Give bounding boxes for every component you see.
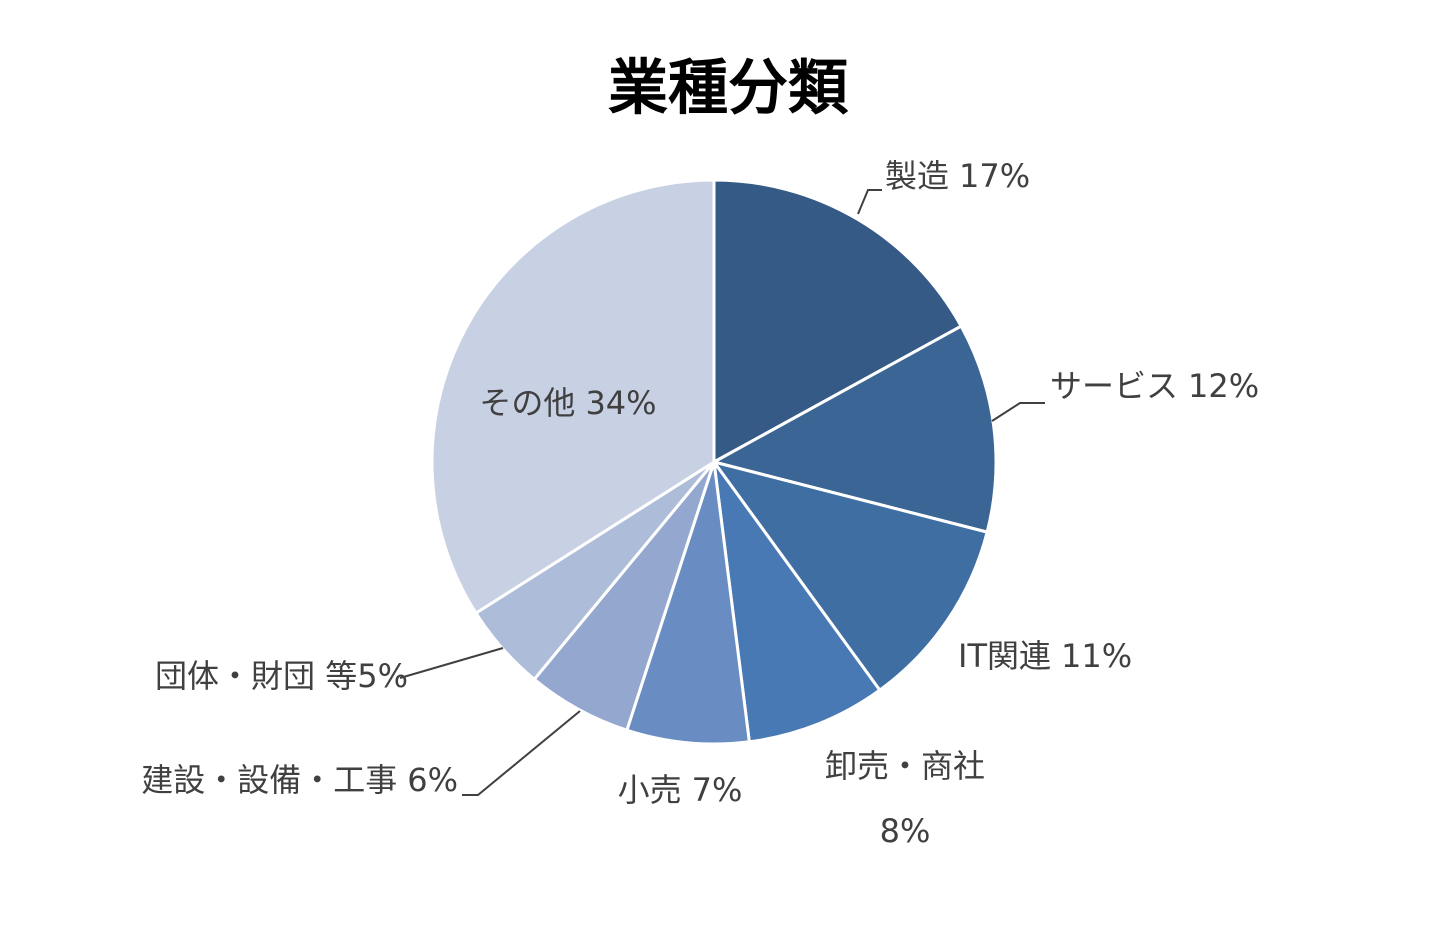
- value-label: 6%: [407, 761, 458, 799]
- pie-slice: [709, 324, 998, 534]
- category-label: 卸売・商社: [825, 747, 985, 785]
- pie-slice: [624, 461, 752, 746]
- category-label: 製造: [885, 157, 949, 195]
- value-label: 17%: [959, 157, 1030, 195]
- data-label: IT関連 11%: [958, 637, 1132, 675]
- data-label: 小売 7%: [618, 771, 743, 809]
- data-label: 卸売・商社: [825, 747, 985, 785]
- category-label: 団体・財団 等: [155, 657, 357, 695]
- leader-line: [991, 402, 1045, 422]
- value-label: 12%: [1188, 367, 1259, 405]
- category-label: その他: [479, 384, 575, 422]
- value-label: 34%: [585, 384, 656, 422]
- category-label: 小売: [618, 771, 682, 809]
- chart-title: 業種分類: [608, 54, 849, 124]
- category-label: 建設・設備・工事: [141, 761, 397, 799]
- data-label: 建設・設備・工事 6%: [141, 761, 458, 799]
- pie-slice: [430, 178, 716, 616]
- leader-line: [462, 710, 581, 796]
- data-label: 団体・財団 等5%: [155, 657, 408, 695]
- pie-slice: [710, 459, 989, 693]
- leader-line: [399, 647, 504, 679]
- category-label: IT関連: [958, 637, 1051, 675]
- pie-slice: [712, 178, 964, 465]
- value-label: 8%: [880, 812, 931, 850]
- category-label: サービス: [1050, 367, 1178, 405]
- pie-slice: [712, 461, 882, 744]
- data-label: その他 34%: [479, 384, 656, 422]
- data-label: 製造 17%: [885, 157, 1030, 195]
- data-label: サービス 12%: [1050, 367, 1259, 405]
- leader-line: [857, 189, 882, 215]
- value-label: 11%: [1061, 637, 1132, 675]
- value-label: 5%: [357, 657, 408, 695]
- value-label: 7%: [692, 771, 743, 809]
